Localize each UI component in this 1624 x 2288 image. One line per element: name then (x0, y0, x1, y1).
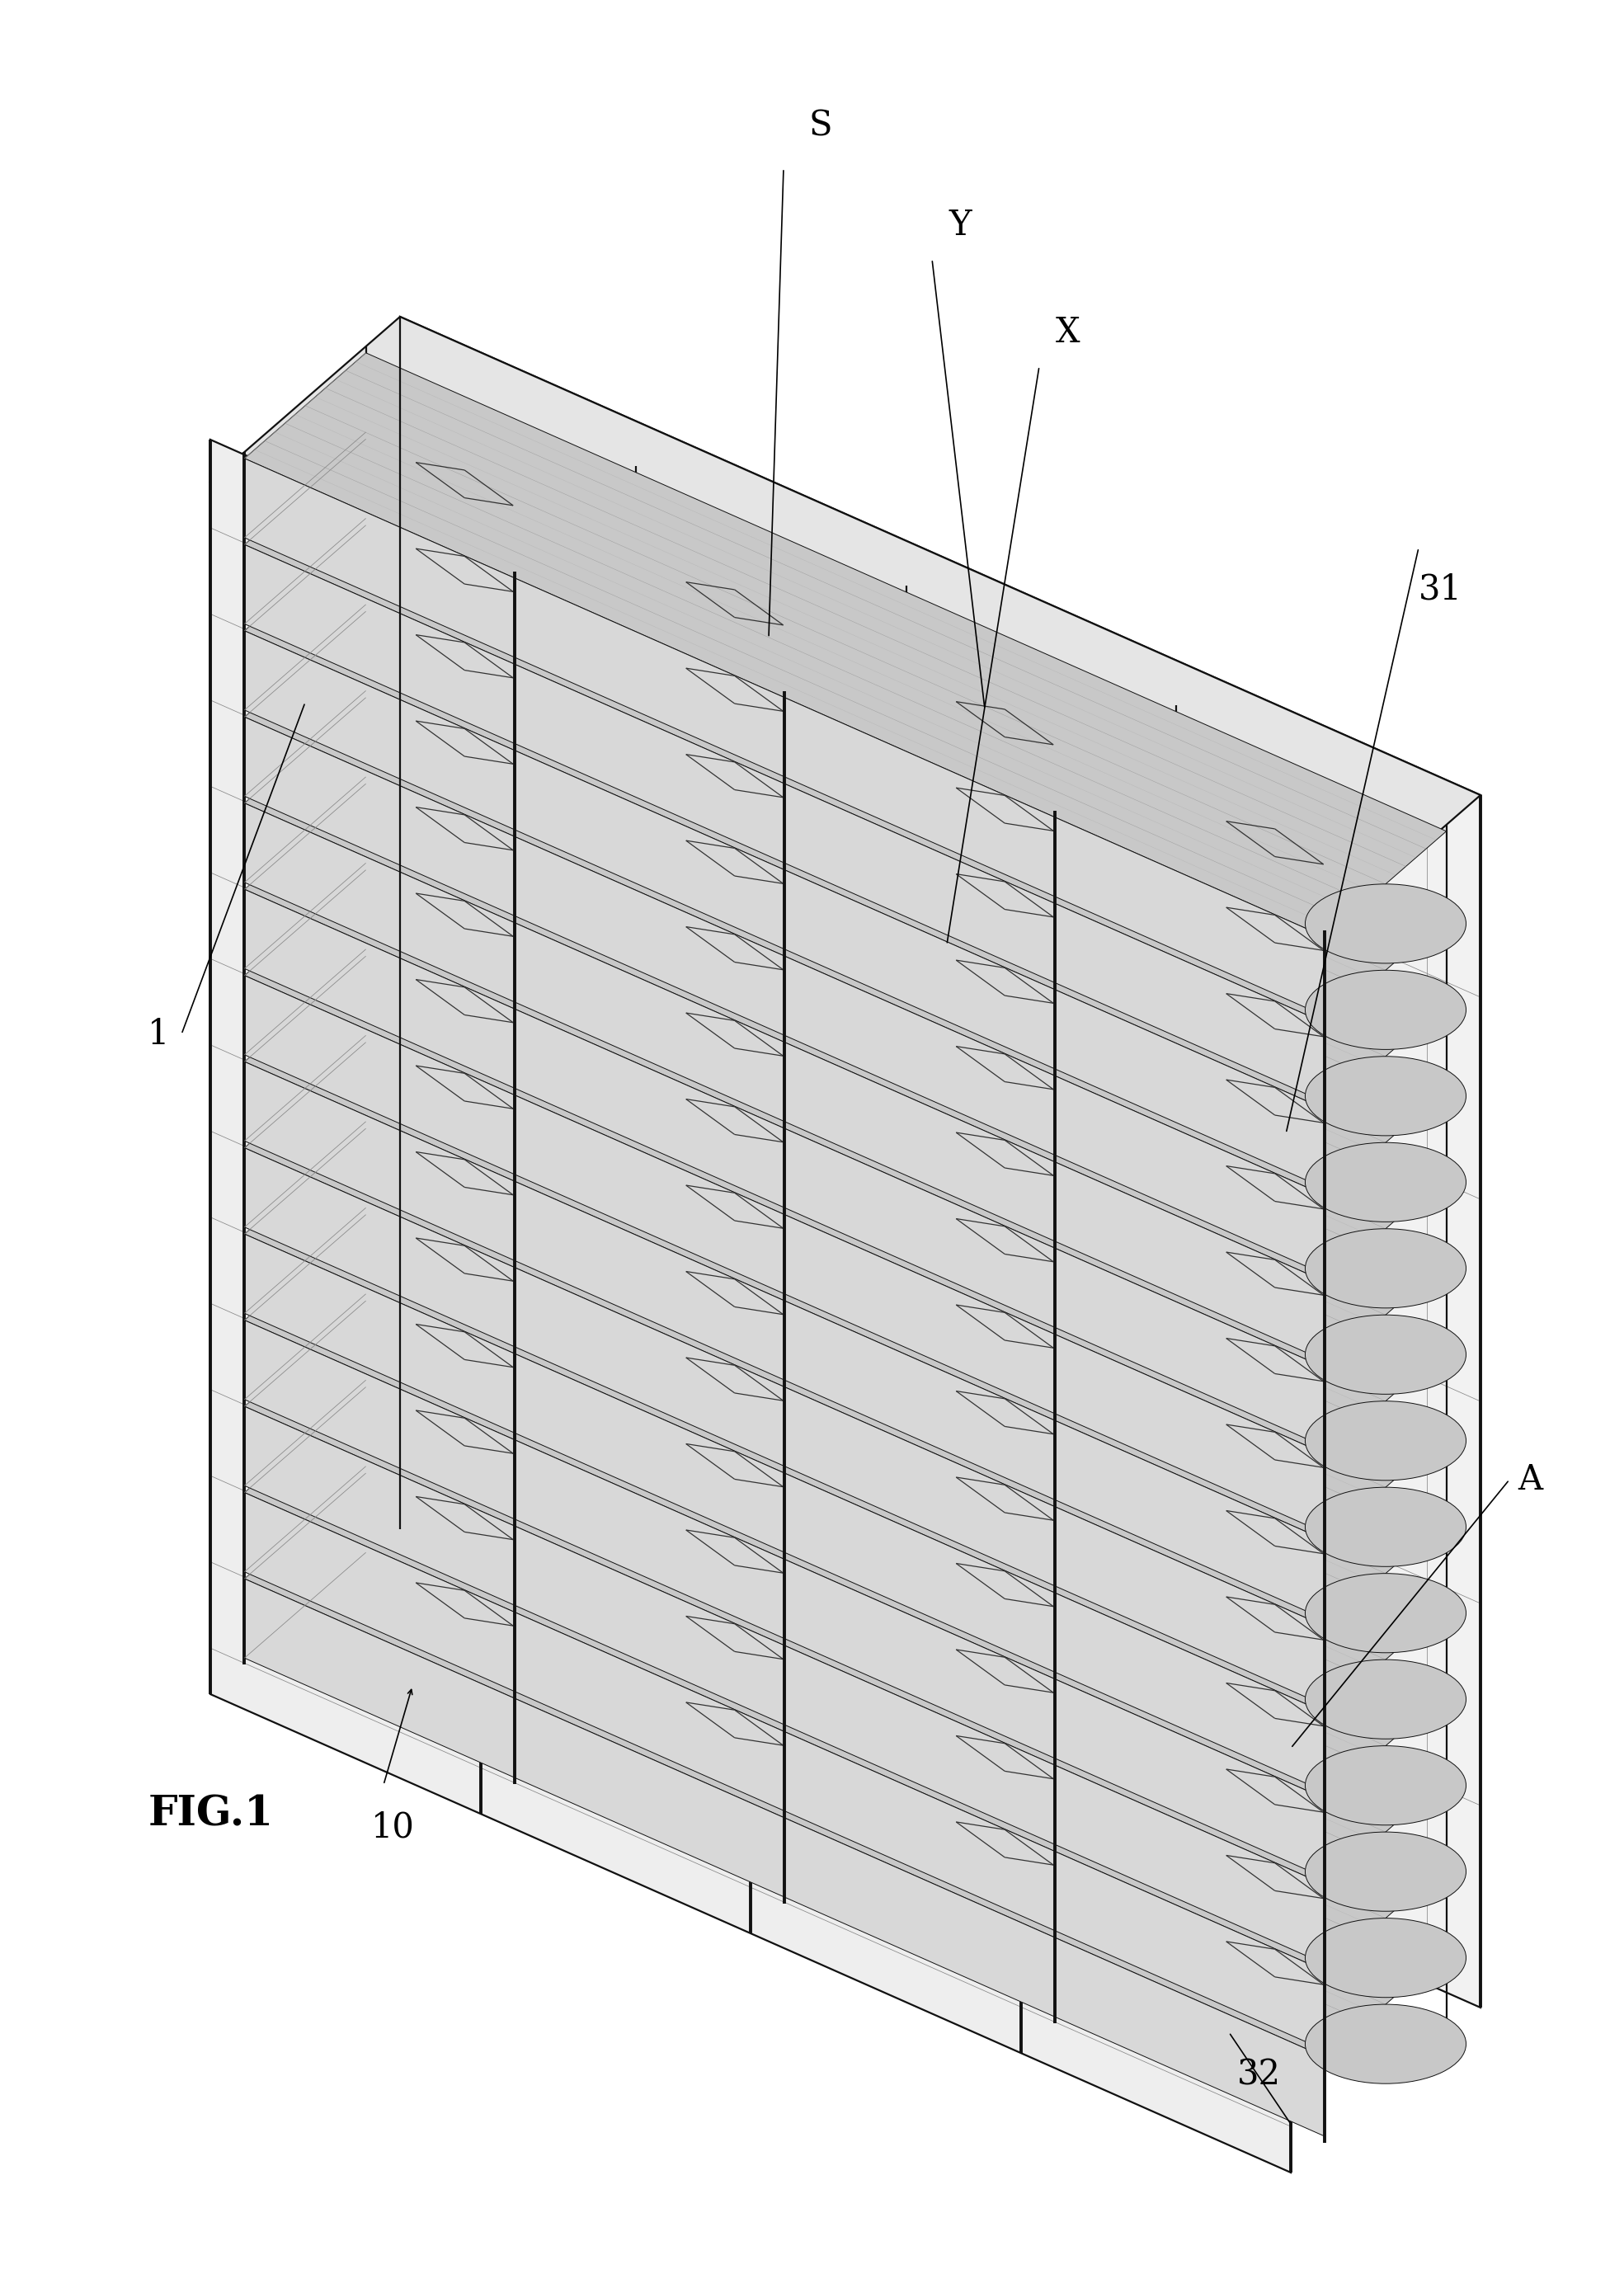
Text: A: A (1517, 1462, 1543, 1496)
Polygon shape (245, 458, 1325, 1016)
Polygon shape (245, 785, 1447, 1368)
Text: 32: 32 (1237, 2057, 1281, 2091)
Ellipse shape (1306, 1659, 1466, 1739)
Polygon shape (211, 439, 1291, 2174)
Polygon shape (245, 1407, 1325, 1963)
Ellipse shape (1306, 1142, 1466, 1222)
Text: 10: 10 (372, 1810, 414, 1844)
Ellipse shape (1306, 1833, 1466, 1910)
Polygon shape (245, 1387, 1447, 1970)
Polygon shape (245, 869, 1447, 1453)
Polygon shape (245, 1492, 1325, 2050)
Ellipse shape (1306, 883, 1466, 963)
Ellipse shape (1306, 1316, 1466, 1393)
Polygon shape (400, 316, 1481, 2007)
Polygon shape (211, 316, 1481, 961)
Polygon shape (245, 1149, 1325, 1705)
Ellipse shape (1306, 2004, 1466, 2084)
Polygon shape (245, 890, 1325, 1446)
Text: X: X (1056, 316, 1080, 350)
Polygon shape (245, 352, 1447, 936)
Ellipse shape (1306, 970, 1466, 1050)
Polygon shape (245, 611, 1447, 1194)
Text: FIG.1: FIG.1 (148, 1794, 274, 1835)
Ellipse shape (1306, 1746, 1466, 1826)
Polygon shape (245, 716, 1325, 1274)
Text: Y: Y (948, 208, 971, 243)
Polygon shape (245, 1062, 1325, 1620)
Polygon shape (245, 956, 1447, 1540)
Ellipse shape (1306, 1487, 1466, 1567)
Polygon shape (245, 1302, 1447, 1885)
Text: 1: 1 (148, 1016, 169, 1052)
Polygon shape (245, 698, 1447, 1281)
Polygon shape (245, 1473, 1447, 2057)
Ellipse shape (1306, 1917, 1466, 1997)
Polygon shape (245, 439, 1447, 1023)
Polygon shape (245, 545, 1325, 1103)
Polygon shape (245, 1579, 1325, 2137)
Polygon shape (245, 1215, 1447, 1798)
Ellipse shape (1306, 1057, 1466, 1135)
Text: S: S (809, 110, 831, 144)
Polygon shape (245, 975, 1325, 1533)
Text: 31: 31 (1419, 572, 1462, 606)
Polygon shape (245, 803, 1325, 1361)
Ellipse shape (1306, 1574, 1466, 1652)
Polygon shape (245, 1043, 1447, 1627)
Polygon shape (245, 1320, 1325, 1878)
Polygon shape (245, 631, 1325, 1187)
Polygon shape (245, 1233, 1325, 1792)
Polygon shape (245, 526, 1447, 1110)
Ellipse shape (1306, 1400, 1466, 1480)
Polygon shape (245, 1128, 1447, 1711)
Ellipse shape (1306, 1229, 1466, 1309)
